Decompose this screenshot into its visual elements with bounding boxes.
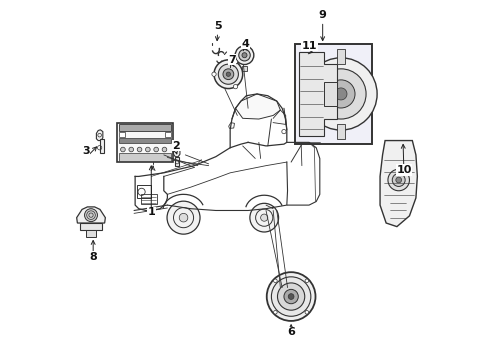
Bar [119, 124, 171, 131]
Circle shape [84, 209, 97, 222]
Circle shape [277, 283, 304, 310]
Circle shape [233, 85, 237, 89]
Bar [336, 124, 344, 139]
Text: 4: 4 [241, 39, 249, 49]
Bar [140, 194, 156, 204]
Text: 1: 1 [147, 207, 155, 217]
Polygon shape [379, 140, 416, 226]
Circle shape [304, 58, 376, 130]
Text: 11: 11 [302, 41, 317, 50]
Polygon shape [77, 207, 105, 223]
Circle shape [167, 201, 200, 234]
Circle shape [211, 72, 216, 76]
Polygon shape [324, 82, 336, 106]
Text: 10: 10 [396, 165, 411, 175]
Circle shape [214, 60, 242, 89]
Polygon shape [175, 157, 179, 166]
Polygon shape [235, 94, 280, 119]
Bar [336, 49, 344, 64]
Text: 6: 6 [286, 327, 294, 337]
Circle shape [154, 147, 158, 152]
Circle shape [235, 46, 253, 64]
Polygon shape [100, 139, 104, 153]
Circle shape [271, 277, 310, 316]
Circle shape [273, 310, 277, 314]
Text: 3: 3 [82, 146, 90, 156]
Circle shape [326, 80, 354, 108]
Bar [294, 44, 371, 144]
Polygon shape [273, 110, 285, 125]
Circle shape [391, 174, 405, 186]
Circle shape [137, 147, 142, 152]
Circle shape [284, 289, 298, 304]
Circle shape [395, 177, 401, 183]
Circle shape [315, 69, 366, 119]
Circle shape [287, 294, 293, 300]
Circle shape [387, 169, 408, 191]
Bar [241, 66, 247, 71]
Text: 8: 8 [89, 252, 97, 262]
Circle shape [305, 310, 308, 314]
Circle shape [242, 53, 246, 58]
Bar [80, 223, 102, 230]
Circle shape [162, 147, 166, 152]
Bar [137, 185, 150, 198]
Circle shape [223, 69, 233, 80]
Polygon shape [96, 130, 102, 140]
Circle shape [334, 88, 346, 100]
Circle shape [145, 147, 150, 152]
Circle shape [233, 60, 237, 64]
Bar [119, 132, 125, 137]
Bar [164, 132, 171, 137]
Bar [119, 153, 171, 161]
Circle shape [226, 72, 230, 76]
Circle shape [260, 214, 267, 221]
Text: 2: 2 [172, 141, 180, 151]
Bar [85, 230, 96, 237]
Text: 7: 7 [227, 55, 235, 65]
Bar [117, 123, 172, 162]
Circle shape [129, 147, 133, 152]
Circle shape [249, 203, 278, 232]
Circle shape [218, 64, 238, 84]
Circle shape [305, 279, 308, 283]
Polygon shape [298, 52, 336, 136]
Text: 5: 5 [213, 21, 221, 31]
Circle shape [266, 272, 315, 321]
Circle shape [179, 213, 187, 222]
Circle shape [238, 49, 250, 61]
Circle shape [121, 147, 125, 152]
Text: 9: 9 [318, 10, 326, 20]
Bar [119, 138, 171, 143]
Circle shape [273, 279, 277, 283]
Polygon shape [173, 145, 180, 157]
